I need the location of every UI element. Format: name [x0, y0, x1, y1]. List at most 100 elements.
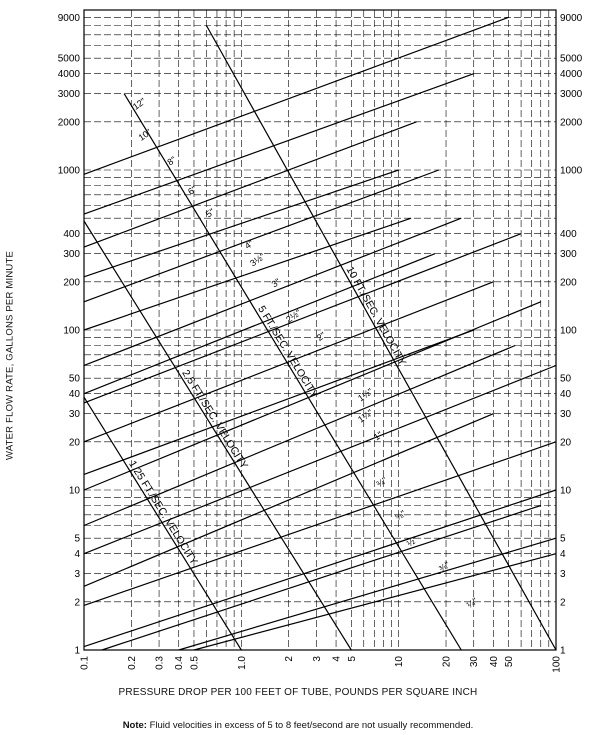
tube-size-label: 1½" — [356, 386, 375, 403]
tube-size-line — [83, 217, 412, 331]
y-tick-label-right: 5 — [560, 534, 566, 545]
x-tick-label: 40 — [489, 656, 500, 668]
velocity-line — [83, 220, 352, 651]
y-tick-label-right: 9000 — [560, 13, 583, 24]
velocity-line — [123, 93, 462, 651]
y-tick-label-right: 400 — [560, 229, 577, 240]
tube-size-line — [83, 281, 494, 443]
y-tick-label-right: 30 — [560, 409, 572, 420]
tube-size-line — [83, 441, 557, 606]
y-tick-label-left: 400 — [63, 229, 80, 240]
tube-size-label: 2½" — [284, 307, 303, 324]
x-tick-label: 1.0 — [237, 656, 248, 670]
tube-size-line — [83, 217, 462, 367]
y-tick-label-right: 3 — [560, 569, 566, 580]
x-tick-label: 30 — [469, 656, 480, 668]
tube-size-line — [83, 121, 417, 248]
velocity-line — [205, 25, 557, 651]
chart-grid — [84, 10, 556, 650]
footnote-bold: Note: — [122, 720, 147, 731]
y-tick-label-right: 1000 — [560, 166, 583, 177]
tube-size-line — [178, 537, 557, 651]
y-tick-label-left: 4000 — [58, 69, 81, 80]
y-tick-label-left: 4 — [74, 549, 80, 560]
tube-size-label: 2" — [315, 330, 327, 343]
y-tick-label-left: 5000 — [58, 54, 81, 65]
y-tick-label-right: 20 — [560, 437, 572, 448]
y-tick-label-left: 2000 — [58, 117, 81, 128]
y-tick-label-left: 200 — [63, 277, 80, 288]
y-tick-label-left: 30 — [69, 409, 81, 420]
y-tick-label-right: 300 — [560, 249, 577, 260]
y-tick-label-left: 40 — [69, 389, 81, 400]
y-tick-label-left: 5 — [74, 534, 80, 545]
x-tick-label: 4 — [332, 656, 343, 662]
y-tick-label-right: 5000 — [560, 54, 583, 65]
tube-size-line — [83, 344, 516, 527]
y-tick-label-right: 200 — [560, 277, 577, 288]
tube-size-label: 1" — [372, 430, 384, 443]
tube-size-line — [83, 169, 440, 303]
y-tick-label-right: 10 — [560, 486, 572, 497]
x-axis-label: PRESSURE DROP PER 100 FEET OF TUBE, POUN… — [118, 687, 478, 698]
y-tick-label-left: 1 — [74, 646, 80, 657]
x-tick-label: 0.4 — [174, 656, 185, 670]
velocity-lines — [83, 25, 557, 651]
y-axis-label: WATER FLOW RATE, GALLONS PER MINUTE — [4, 251, 16, 460]
tube-size-label: 3" — [270, 276, 282, 289]
tube-size-line — [83, 253, 436, 395]
y-tick-label-left: 3000 — [58, 89, 81, 100]
y-tick-label-left: 2 — [74, 597, 80, 608]
footnote: Note: Fluid velocities in excess of 5 to… — [0, 720, 596, 731]
x-tick-label: 2 — [284, 656, 295, 662]
plot-frame — [83, 9, 557, 651]
y-tick-label-left: 10 — [69, 486, 81, 497]
x-tick-label: 5 — [347, 656, 358, 662]
tube-size-label: ¾" — [374, 475, 389, 489]
tube-size-label: 10" — [137, 127, 154, 143]
x-tick-label: 20 — [442, 656, 453, 668]
tube-size-line — [83, 233, 522, 404]
y-tick-label-left: 100 — [63, 326, 80, 337]
y-tick-label-right: 50 — [560, 374, 572, 385]
x-tick-label: 0.1 — [80, 656, 91, 670]
tube-size-line — [83, 73, 474, 215]
y-tick-label-left: 9000 — [58, 13, 81, 24]
y-tick-label-left: 20 — [69, 437, 81, 448]
velocity-line-label: 2.5 FT./SEC. VELOCITY — [179, 368, 250, 471]
tube-size-lines — [83, 16, 557, 651]
tube-size-line — [83, 16, 509, 175]
x-tick-label: 100 — [552, 656, 563, 673]
y-tick-label-left: 1000 — [58, 166, 81, 177]
x-tick-label: 0.3 — [155, 656, 166, 670]
y-tick-label-right: 2000 — [560, 117, 583, 128]
y-tick-label-right: 4000 — [560, 69, 583, 80]
tube-size-label: 5" — [204, 207, 216, 220]
tube-size-label: 4" — [243, 238, 255, 251]
tube-size-line — [193, 553, 557, 651]
tube-size-line — [101, 504, 541, 651]
tube-size-label: ⅜" — [437, 560, 452, 574]
velocity-line — [83, 396, 242, 651]
tube-size-label: 1¼" — [356, 407, 375, 424]
y-tick-label-left: 50 — [69, 374, 81, 385]
y-tick-label-right: 1 — [560, 646, 566, 657]
tube-size-line — [83, 489, 557, 648]
x-tick-label: 10 — [394, 656, 405, 668]
velocity-line-label: 1.25 FT./SEC. VELOCITY — [126, 459, 200, 567]
y-tick-label-right: 4 — [560, 549, 566, 560]
y-tick-label-right: 100 — [560, 326, 577, 337]
x-tick-label: 0.2 — [127, 656, 138, 670]
tube-size-label: ⅝" — [393, 508, 408, 522]
tube-size-label: ¼" — [465, 596, 480, 610]
y-tick-label-right: 2 — [560, 597, 566, 608]
tube-size-line — [83, 329, 474, 476]
y-tick-label-left: 300 — [63, 249, 80, 260]
y-tick-label-right: 3000 — [560, 89, 583, 100]
x-tick-label: 0.5 — [189, 656, 200, 670]
tube-size-line — [83, 413, 494, 587]
tube-size-line — [83, 364, 557, 555]
tube-size-line — [83, 169, 399, 278]
